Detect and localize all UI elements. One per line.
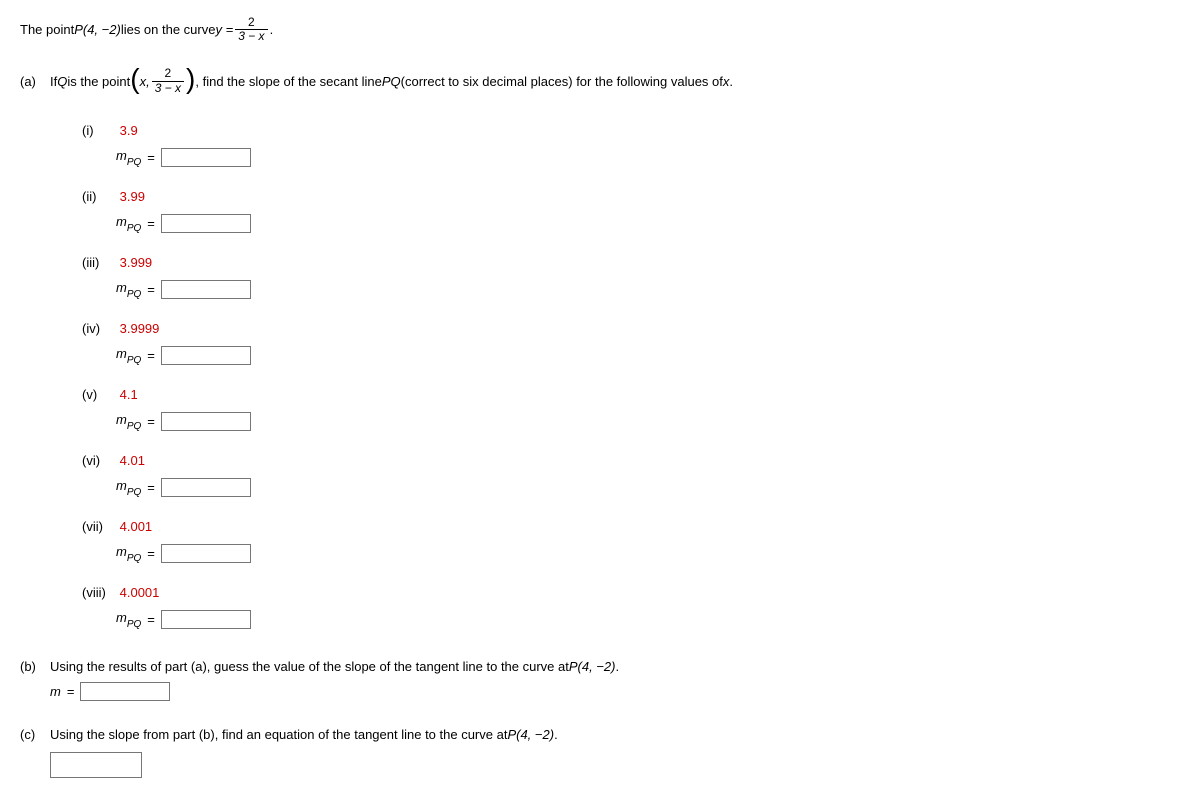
equals-sign: = bbox=[147, 216, 155, 231]
mpq-label: mPQ bbox=[116, 214, 141, 233]
part-a-text-4: (correct to six decimal places) for the … bbox=[401, 74, 723, 89]
mpq-line: mPQ = bbox=[82, 610, 1180, 629]
m-line: m = bbox=[20, 682, 1180, 701]
subitem: (vi) 4.01 mPQ = bbox=[82, 453, 1180, 497]
part-b-prompt: (b) Using the results of part (a), guess… bbox=[20, 659, 1180, 674]
x-value: 3.9 bbox=[120, 123, 138, 138]
part-c-point: P(4, −2) bbox=[507, 727, 554, 742]
m-var: m bbox=[50, 684, 61, 699]
mpq-label: mPQ bbox=[116, 544, 141, 563]
mpq-input-8[interactable] bbox=[161, 610, 251, 629]
part-c-label: (c) bbox=[20, 727, 50, 742]
part-b: (b) Using the results of part (a), guess… bbox=[20, 659, 1180, 701]
mpq-label: mPQ bbox=[116, 280, 141, 299]
mpq-input-5[interactable] bbox=[161, 412, 251, 431]
roman-numeral: (viii) bbox=[82, 585, 116, 600]
x-value: 4.01 bbox=[120, 453, 145, 468]
subitem: (i) 3.9 mPQ = bbox=[82, 123, 1180, 167]
mpq-input-3[interactable] bbox=[161, 280, 251, 299]
part-a-items: (i) 3.9 mPQ = (ii) 3.99 mPQ = (iii) 3.99… bbox=[20, 123, 1180, 629]
part-a-text-2: is the point bbox=[67, 74, 130, 89]
subitem: (ii) 3.99 mPQ = bbox=[82, 189, 1180, 233]
subitem: (v) 4.1 mPQ = bbox=[82, 387, 1180, 431]
part-b-point: P(4, −2) bbox=[569, 659, 616, 674]
intro-frac-den: 3 − x bbox=[235, 29, 267, 43]
subitem: (vii) 4.001 mPQ = bbox=[82, 519, 1180, 563]
intro-line: The point P(4, −2) lies on the curve y =… bbox=[20, 16, 1180, 43]
mpq-label: mPQ bbox=[116, 412, 141, 431]
equals-sign: = bbox=[147, 348, 155, 363]
mpq-line: mPQ = bbox=[82, 148, 1180, 167]
part-a-text-1: If bbox=[50, 74, 57, 89]
x-value: 3.999 bbox=[120, 255, 153, 270]
roman-numeral: (iv) bbox=[82, 321, 116, 336]
mpq-input-4[interactable] bbox=[161, 346, 251, 365]
part-a-q: Q bbox=[57, 74, 67, 89]
mpq-label: mPQ bbox=[116, 610, 141, 629]
intro-frac-num: 2 bbox=[235, 16, 267, 29]
intro-eq-lhs: y = bbox=[215, 22, 233, 37]
mpq-input-2[interactable] bbox=[161, 214, 251, 233]
intro-text-2: lies on the curve bbox=[121, 22, 216, 37]
x-value: 4.1 bbox=[120, 387, 138, 402]
roman-numeral: (vii) bbox=[82, 519, 116, 534]
equals-sign: = bbox=[147, 480, 155, 495]
intro-fraction: 2 3 − x bbox=[235, 16, 267, 43]
mpq-line: mPQ = bbox=[82, 544, 1180, 563]
m-input[interactable] bbox=[80, 682, 170, 701]
mpq-line: mPQ = bbox=[82, 478, 1180, 497]
subitem: (iv) 3.9999 mPQ = bbox=[82, 321, 1180, 365]
part-b-text-1: Using the results of part (a), guess the… bbox=[50, 659, 569, 674]
roman-numeral: (iii) bbox=[82, 255, 116, 270]
mpq-line: mPQ = bbox=[82, 280, 1180, 299]
part-a-frac-num: 2 bbox=[152, 67, 184, 80]
roman-numeral: (v) bbox=[82, 387, 116, 402]
mpq-input-1[interactable] bbox=[161, 148, 251, 167]
equals-sign: = bbox=[67, 684, 75, 699]
part-a-pq: PQ bbox=[382, 74, 401, 89]
tangent-equation-row bbox=[20, 752, 1180, 778]
part-c-text-1: Using the slope from part (b), find an e… bbox=[50, 727, 507, 742]
part-a: (a) If Q is the point ( x, 2 3 − x ) , f… bbox=[20, 67, 1180, 628]
x-value: 4.0001 bbox=[120, 585, 160, 600]
roman-numeral: (vi) bbox=[82, 453, 116, 468]
x-value: 4.001 bbox=[120, 519, 153, 534]
equals-sign: = bbox=[147, 282, 155, 297]
mpq-line: mPQ = bbox=[82, 412, 1180, 431]
part-a-fraction: 2 3 − x bbox=[152, 67, 184, 94]
part-a-prompt: (a) If Q is the point ( x, 2 3 − x ) , f… bbox=[20, 67, 1180, 94]
intro-text-1: The point bbox=[20, 22, 74, 37]
equals-sign: = bbox=[147, 612, 155, 627]
part-b-period: . bbox=[615, 659, 619, 674]
part-c-period: . bbox=[554, 727, 558, 742]
x-value: 3.9999 bbox=[120, 321, 160, 336]
mpq-label: mPQ bbox=[116, 478, 141, 497]
x-value: 3.99 bbox=[120, 189, 145, 204]
equals-sign: = bbox=[147, 414, 155, 429]
part-a-paren-x: x, bbox=[140, 74, 150, 89]
equals-sign: = bbox=[147, 150, 155, 165]
part-b-label: (b) bbox=[20, 659, 50, 674]
roman-numeral: (i) bbox=[82, 123, 116, 138]
intro-point: P(4, −2) bbox=[74, 22, 121, 37]
part-c-prompt: (c) Using the slope from part (b), find … bbox=[20, 727, 1180, 742]
intro-text-3: . bbox=[270, 22, 274, 37]
subitem: (iii) 3.999 mPQ = bbox=[82, 255, 1180, 299]
mpq-line: mPQ = bbox=[82, 346, 1180, 365]
roman-numeral: (ii) bbox=[82, 189, 116, 204]
subitem: (viii) 4.0001 mPQ = bbox=[82, 585, 1180, 629]
tangent-equation-input[interactable] bbox=[50, 752, 142, 778]
mpq-input-6[interactable] bbox=[161, 478, 251, 497]
mpq-label: mPQ bbox=[116, 346, 141, 365]
mpq-line: mPQ = bbox=[82, 214, 1180, 233]
part-a-period: . bbox=[729, 74, 733, 89]
mpq-label: mPQ bbox=[116, 148, 141, 167]
part-c: (c) Using the slope from part (b), find … bbox=[20, 727, 1180, 778]
part-a-label: (a) bbox=[20, 74, 50, 89]
equals-sign: = bbox=[147, 546, 155, 561]
part-a-frac-den: 3 − x bbox=[152, 81, 184, 95]
mpq-input-7[interactable] bbox=[161, 544, 251, 563]
part-a-text-3: , find the slope of the secant line bbox=[195, 74, 381, 89]
